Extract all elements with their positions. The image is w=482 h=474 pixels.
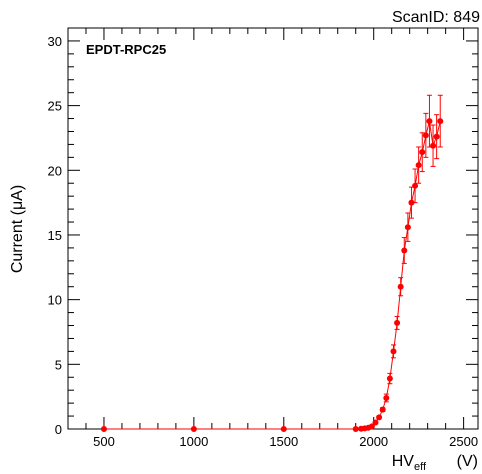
x-axis-label-unit: (V) bbox=[457, 453, 478, 470]
plot-frame bbox=[67, 27, 479, 430]
data-point bbox=[379, 406, 386, 413]
chart-title: EPDT-RPC25 bbox=[86, 42, 166, 57]
data-point bbox=[100, 426, 107, 432]
x-tick-label: 1500 bbox=[269, 434, 298, 449]
y-axis-label: Current (μA) bbox=[9, 185, 26, 273]
x-tick-label: 2000 bbox=[359, 434, 388, 449]
y-tick-label: 5 bbox=[55, 357, 62, 372]
data-point bbox=[390, 348, 397, 355]
scan-id-label: ScanID: 849 bbox=[392, 9, 480, 26]
x-axis-label-main: HV bbox=[392, 453, 415, 470]
data-point bbox=[419, 149, 426, 156]
data-point bbox=[437, 118, 444, 125]
data-point bbox=[352, 426, 359, 432]
data-point bbox=[415, 162, 422, 169]
data-point bbox=[383, 394, 390, 401]
data-point bbox=[426, 118, 433, 125]
x-axis-label: HVeff bbox=[392, 453, 427, 473]
data-point bbox=[408, 199, 415, 206]
x-tick-label: 1000 bbox=[179, 434, 208, 449]
data-point bbox=[386, 375, 393, 382]
data-point bbox=[401, 247, 408, 254]
data-point bbox=[404, 224, 411, 231]
data-point bbox=[430, 142, 437, 149]
data-point bbox=[190, 426, 197, 432]
data-point bbox=[422, 132, 429, 139]
x-axis-label-sub: eff bbox=[414, 461, 427, 473]
y-tick-label: 0 bbox=[55, 422, 62, 437]
data-point bbox=[280, 426, 287, 432]
data-point bbox=[433, 133, 440, 140]
y-tick-label: 25 bbox=[48, 99, 62, 114]
y-tick-label: 20 bbox=[48, 163, 62, 178]
axes: 500 1000 1500 2000 2500 0 5 10 15 20 25 30 bbox=[48, 28, 478, 449]
data-point bbox=[394, 319, 401, 326]
data-series bbox=[100, 94, 444, 432]
data-point bbox=[372, 419, 379, 426]
data-point bbox=[368, 423, 375, 430]
y-tick-label: 30 bbox=[48, 34, 62, 49]
y-tick-label: 10 bbox=[48, 293, 62, 308]
y-tick-label: 15 bbox=[48, 228, 62, 243]
data-point bbox=[412, 182, 419, 189]
data-point bbox=[376, 414, 383, 421]
data-point bbox=[397, 283, 404, 290]
x-tick-label: 500 bbox=[93, 434, 115, 449]
x-tick-label: 2500 bbox=[449, 434, 478, 449]
